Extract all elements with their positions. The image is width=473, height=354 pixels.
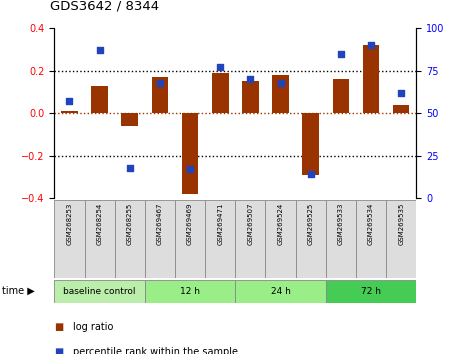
Bar	[114, 200, 145, 278]
Text: GSM269507: GSM269507	[247, 202, 254, 245]
Text: GSM268255: GSM268255	[127, 202, 133, 245]
Text: log ratio: log ratio	[73, 322, 114, 332]
Point	[246, 76, 254, 82]
Bar	[152, 77, 168, 113]
Text: 72 h: 72 h	[361, 287, 381, 296]
Bar	[302, 113, 319, 175]
Text: GSM269471: GSM269471	[217, 202, 223, 245]
Bar	[61, 111, 78, 113]
Bar	[242, 81, 259, 113]
Point	[307, 172, 315, 177]
Bar	[91, 86, 108, 113]
Text: GSM268254: GSM268254	[96, 202, 103, 245]
Point	[186, 166, 194, 172]
Bar	[122, 113, 138, 126]
Text: GDS3642 / 8344: GDS3642 / 8344	[50, 0, 159, 12]
Text: GSM269534: GSM269534	[368, 202, 374, 245]
Bar	[175, 200, 205, 278]
Bar	[393, 105, 410, 113]
Bar	[326, 280, 416, 303]
Text: GSM269469: GSM269469	[187, 202, 193, 245]
Text: baseline control: baseline control	[63, 287, 136, 296]
Point	[66, 98, 73, 104]
Text: GSM269525: GSM269525	[308, 202, 314, 245]
Text: GSM268253: GSM268253	[67, 202, 72, 245]
Point	[397, 90, 405, 96]
Bar	[85, 200, 114, 278]
Text: ■: ■	[54, 322, 64, 332]
Bar	[272, 75, 289, 113]
Bar	[145, 280, 235, 303]
Text: GSM269467: GSM269467	[157, 202, 163, 245]
Point	[156, 80, 164, 86]
Point	[337, 51, 345, 57]
Bar	[212, 73, 228, 113]
Point	[217, 64, 224, 70]
Text: 12 h: 12 h	[180, 287, 200, 296]
Bar	[205, 200, 235, 278]
Text: ■: ■	[54, 347, 64, 354]
Bar	[145, 200, 175, 278]
Bar	[326, 200, 356, 278]
Point	[96, 47, 104, 53]
Point	[277, 80, 284, 86]
Bar	[333, 79, 349, 113]
Point	[367, 42, 375, 48]
Text: percentile rank within the sample: percentile rank within the sample	[73, 347, 238, 354]
Bar	[182, 113, 198, 194]
Text: GSM269524: GSM269524	[278, 202, 283, 245]
Bar	[235, 200, 265, 278]
Bar	[235, 280, 326, 303]
Text: GSM269533: GSM269533	[338, 202, 344, 245]
Bar	[386, 200, 416, 278]
Text: GSM269535: GSM269535	[398, 202, 404, 245]
Bar	[356, 200, 386, 278]
Text: time ▶: time ▶	[2, 286, 35, 296]
Bar	[363, 45, 379, 113]
Bar	[54, 280, 145, 303]
Point	[126, 165, 133, 171]
Text: 24 h: 24 h	[271, 287, 290, 296]
Bar	[54, 200, 85, 278]
Bar	[296, 200, 326, 278]
Bar	[265, 200, 296, 278]
